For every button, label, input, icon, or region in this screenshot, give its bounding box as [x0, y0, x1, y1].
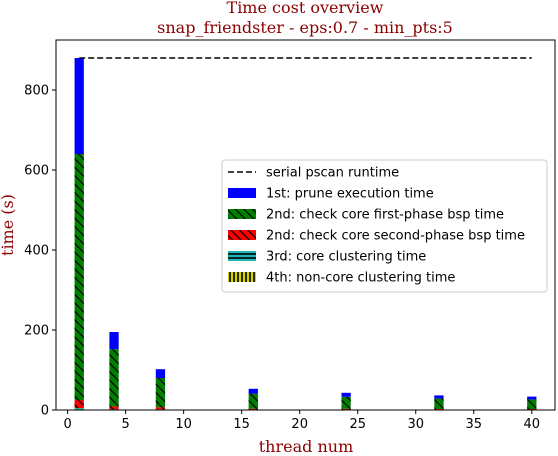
bar-hatch-2nd-check-core-second-phase-bsp-time-24 — [341, 408, 351, 410]
x-tick-label: 25 — [349, 417, 366, 432]
bar-hatch-2nd-check-core-second-phase-bsp-time-16 — [248, 408, 258, 410]
legend-label-3rd-core-clustering-time: 3rd: core clustering time — [266, 250, 426, 265]
bar-hatch-2nd-check-core-first-phase-bsp-time-32 — [434, 398, 444, 409]
y-tick-label: 600 — [24, 164, 49, 179]
legend-hatch-4th-non-core-clustering-time — [228, 272, 256, 282]
bar-1st-prune-execution-time-8 — [155, 369, 166, 378]
legend-box — [221, 159, 548, 293]
plot-frame — [55, 39, 556, 411]
bar-hatch-2nd-check-core-first-phase-bsp-time-16 — [248, 393, 258, 409]
y-axis-label: time (s) — [0, 194, 17, 256]
bar-hatch-2nd-check-core-second-phase-bsp-time-1 — [74, 400, 84, 408]
bar-hatch-2nd-check-core-first-phase-bsp-time-40 — [527, 399, 537, 409]
legend-label-2nd-check-core-second-phase-bsp-time: 2nd: check core second-phase bsp time — [266, 229, 525, 244]
chart-title: Time cost overview — [227, 0, 384, 17]
y-tick-label: 0 — [41, 404, 49, 419]
x-tick-label: 35 — [465, 417, 482, 432]
x-axis-label: thread num — [259, 437, 354, 456]
x-tick-label: 20 — [291, 417, 308, 432]
x-tick-label: 40 — [524, 417, 541, 432]
y-tick-label: 200 — [24, 324, 49, 339]
bar-hatch-2nd-check-core-first-phase-bsp-time-4 — [109, 349, 119, 407]
legend-hatch-2nd-check-core-first-phase-bsp-time — [228, 209, 256, 219]
bar-hatch-2nd-check-core-first-phase-bsp-time-1 — [74, 154, 84, 400]
legend-hatch-2nd-check-core-second-phase-bsp-time — [228, 230, 256, 240]
legend-label-2nd-check-core-first-phase-bsp-time: 2nd: check core first-phase bsp time — [266, 208, 504, 223]
x-tick-label: 0 — [63, 417, 71, 432]
x-tick-label: 5 — [121, 417, 129, 432]
legend-handle-1st-prune-execution-time — [228, 188, 256, 198]
bar-1st-prune-execution-time-24 — [341, 392, 351, 397]
y-tick-label: 800 — [24, 84, 49, 99]
bar-hatch-2nd-check-core-first-phase-bsp-time-8 — [155, 378, 166, 408]
bar-1st-prune-execution-time-16 — [248, 388, 258, 394]
legend-label-4th-non-core-clustering-time: 4th: non-core clustering time — [266, 271, 455, 286]
bar-hatch-3rd-core-clustering-time-1 — [74, 408, 84, 410]
bar-1st-prune-execution-time-40 — [527, 396, 537, 400]
bar-hatch-2nd-check-core-second-phase-bsp-time-32 — [434, 409, 444, 410]
bar-1st-prune-execution-time-32 — [434, 395, 444, 399]
y-tick-label: 400 — [24, 244, 49, 259]
bar-hatch-2nd-check-core-second-phase-bsp-time-8 — [155, 407, 166, 410]
legend: serial pscan runtime 1st: prune execution… — [221, 159, 548, 293]
bar-hatch-2nd-check-core-second-phase-bsp-time-4 — [109, 406, 119, 410]
chart-subtitle: snap_friendster - eps:0.7 - min_pts:5 — [157, 18, 453, 37]
x-tick-label: 10 — [175, 417, 192, 432]
bar-hatch-2nd-check-core-first-phase-bsp-time-24 — [341, 396, 351, 409]
legend-label-serial-pscan-runtime: serial pscan runtime — [266, 166, 399, 181]
bar-hatch-2nd-check-core-second-phase-bsp-time-40 — [527, 409, 537, 410]
legend-hatch-3rd-core-clustering-time — [228, 251, 256, 261]
x-tick-label: 30 — [407, 417, 424, 432]
bar-1st-prune-execution-time-4 — [109, 332, 119, 350]
legend-label-1st-prune-execution-time: 1st: prune execution time — [266, 187, 434, 202]
x-tick-label: 15 — [233, 417, 250, 432]
bar-1st-prune-execution-time-1 — [74, 58, 84, 154]
